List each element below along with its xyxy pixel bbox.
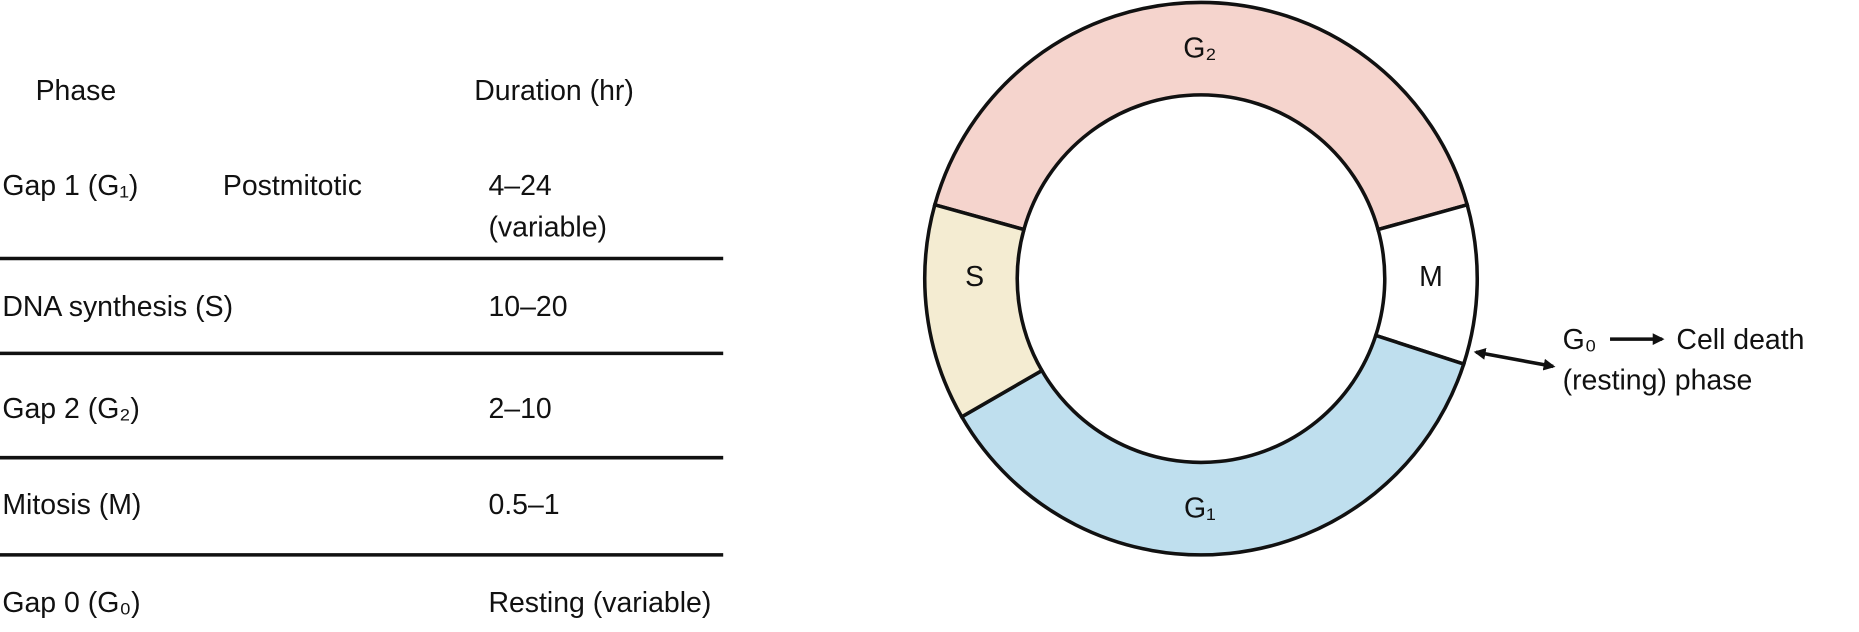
cell-death: Cell death [1676, 324, 1804, 356]
duration: Resting (variable) [488, 587, 711, 619]
header-phase: Phase [36, 75, 117, 107]
phase: Gap 0 (G₀) [2, 587, 140, 619]
phase: Gap 1 (G₁) [2, 170, 138, 202]
phase: Gap 2 (G₂) [2, 393, 139, 425]
duration: (variable) [488, 211, 607, 243]
cell-cycle-ring [923, 0, 1479, 557]
resting-label: (resting) phase [1563, 364, 1753, 396]
duration: 4–24 [488, 170, 551, 202]
duration: 10–20 [488, 291, 567, 323]
header-duration: Duration (hr) [474, 75, 634, 107]
phase: DNA synthesis (S) [2, 291, 233, 323]
segment-label: G₂ [1183, 32, 1216, 64]
segment-label: S [965, 261, 984, 293]
ring-segment [932, 0, 1470, 232]
ring-segment [959, 333, 1466, 557]
duration: 0.5–1 [488, 489, 559, 521]
segment-label: G₁ [1184, 492, 1216, 524]
g0-label: G₀ [1563, 324, 1597, 356]
ring-segment [923, 202, 1045, 420]
duration: 2–10 [488, 393, 551, 425]
phase: Mitosis (M) [2, 489, 141, 521]
double-arrow [1473, 348, 1556, 371]
note: Postmitotic [223, 170, 362, 202]
segment-label: M [1419, 261, 1443, 293]
